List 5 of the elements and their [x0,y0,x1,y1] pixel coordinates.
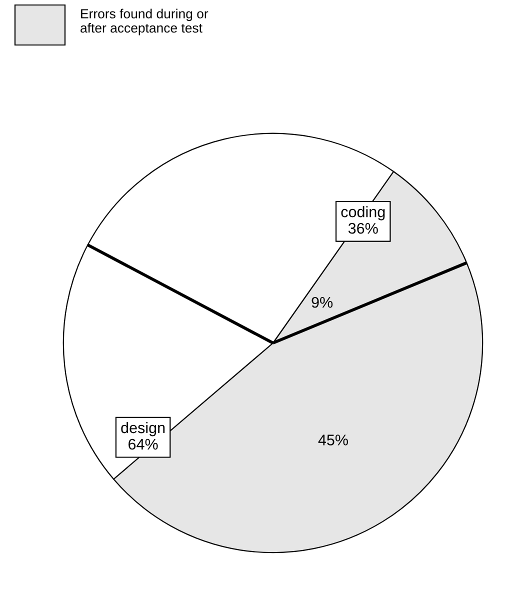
text: coding 36% [341,206,385,234]
data-label: 9% [312,296,333,308]
legend-title: Errors found during or after acceptance test [80,8,208,36]
text: design 64% [121,422,165,450]
data-label: 45% [318,434,348,446]
